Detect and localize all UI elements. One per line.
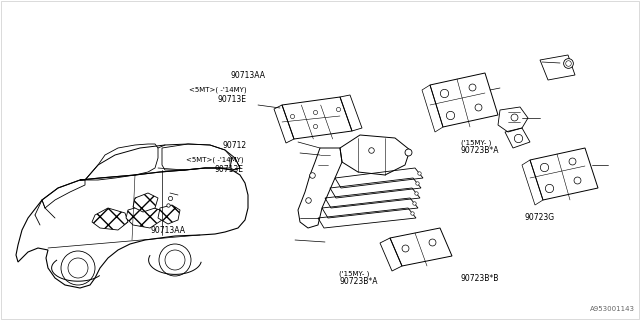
Polygon shape xyxy=(158,205,180,224)
Text: 90713AA: 90713AA xyxy=(230,71,266,80)
Text: ('15MY- ): ('15MY- ) xyxy=(339,270,369,277)
Text: 90713E: 90713E xyxy=(218,95,246,104)
Text: 90723G: 90723G xyxy=(525,213,555,222)
Text: 90723B*A: 90723B*A xyxy=(339,277,378,286)
Polygon shape xyxy=(126,205,162,228)
Text: <5MT>( -'14MY): <5MT>( -'14MY) xyxy=(186,157,243,163)
Text: ('15MY- ): ('15MY- ) xyxy=(461,139,491,146)
Text: 90713E: 90713E xyxy=(214,165,243,174)
Polygon shape xyxy=(92,208,128,230)
Text: 90723B*A: 90723B*A xyxy=(461,146,499,155)
Text: 90723B*B: 90723B*B xyxy=(461,274,499,283)
Text: 90712: 90712 xyxy=(222,141,246,150)
Text: 90713AA: 90713AA xyxy=(150,226,186,235)
Polygon shape xyxy=(133,193,158,212)
Text: A953001143: A953001143 xyxy=(590,306,635,312)
Text: <5MT>( -'14MY): <5MT>( -'14MY) xyxy=(189,86,246,93)
